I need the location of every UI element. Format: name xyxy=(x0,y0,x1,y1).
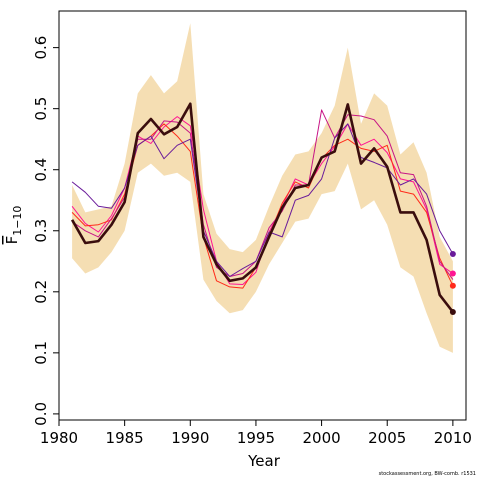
y-tick-label-0: 0.0 xyxy=(32,402,50,426)
y-axis-title-sub: 1−10 xyxy=(11,206,24,236)
x-tick-label-1985: 1985 xyxy=(106,429,144,447)
series-endpoint-3 xyxy=(449,282,456,289)
y-tick-label-5: 0.5 xyxy=(32,97,50,121)
x-tick-label-2010: 2010 xyxy=(434,429,472,447)
series-line-1 xyxy=(70,102,454,313)
series-layer xyxy=(70,102,456,315)
confidence-band xyxy=(72,23,453,353)
x-tick-label-1990: 1990 xyxy=(171,429,209,447)
x-axis: 1980 1985 1990 1995 2000 2005 2010 xyxy=(40,420,472,447)
svg-text:F1−10: F1−10 xyxy=(3,206,24,245)
series-endpoint-2 xyxy=(449,270,456,277)
y-axis-title: F1−10 xyxy=(3,206,24,245)
y-axis-title-main: F xyxy=(3,236,21,245)
y-tick-label-4: 0.4 xyxy=(32,158,50,182)
y-tick-label-6: 0.6 xyxy=(32,36,50,60)
plot-frame xyxy=(58,10,467,421)
y-axis: 0.0 0.1 0.2 0.3 0.4 0.5 0.6 xyxy=(32,36,59,426)
footnote: stockassessment.org, BW-comb. r1531 xyxy=(378,471,476,477)
y-tick-label-1: 0.1 xyxy=(32,341,50,365)
confidence-band-layer xyxy=(72,23,453,353)
series-endpoint-5 xyxy=(449,250,456,257)
x-tick-label-1995: 1995 xyxy=(237,429,275,447)
y-tick-label-2: 0.2 xyxy=(32,280,50,304)
x-axis-title: Year xyxy=(247,452,281,470)
x-tick-label-2005: 2005 xyxy=(368,429,406,447)
y-tick-label-3: 0.3 xyxy=(32,219,50,243)
series-endpoint-1 xyxy=(449,308,456,315)
x-tick-label-1980: 1980 xyxy=(40,429,78,447)
x-tick-label-2000: 2000 xyxy=(302,429,340,447)
